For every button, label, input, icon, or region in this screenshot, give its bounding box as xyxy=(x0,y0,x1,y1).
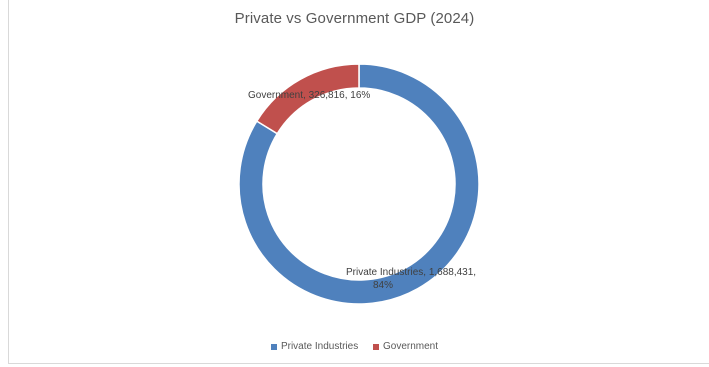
legend-label-government: Government xyxy=(383,341,439,352)
data-label-private-industries-pct: 84% xyxy=(373,280,393,291)
legend: Private Industries Government xyxy=(0,341,709,353)
legend-swatch-government xyxy=(373,343,379,350)
data-label-government: Government, 326,816, 16% xyxy=(248,90,370,101)
data-label-private-industries: Private Industries, 1,688,431, xyxy=(346,267,476,278)
chart-title: Private vs Government GDP (2024) xyxy=(234,10,475,27)
slice-private-industries xyxy=(238,63,480,305)
legend-item-government: Government xyxy=(373,341,438,352)
slice-government xyxy=(255,63,360,135)
legend-label-private-industries: Private Industries xyxy=(280,341,359,352)
legend-swatch-private-industries xyxy=(270,343,277,350)
legend-item-private-industries: Private Industries xyxy=(270,341,359,352)
